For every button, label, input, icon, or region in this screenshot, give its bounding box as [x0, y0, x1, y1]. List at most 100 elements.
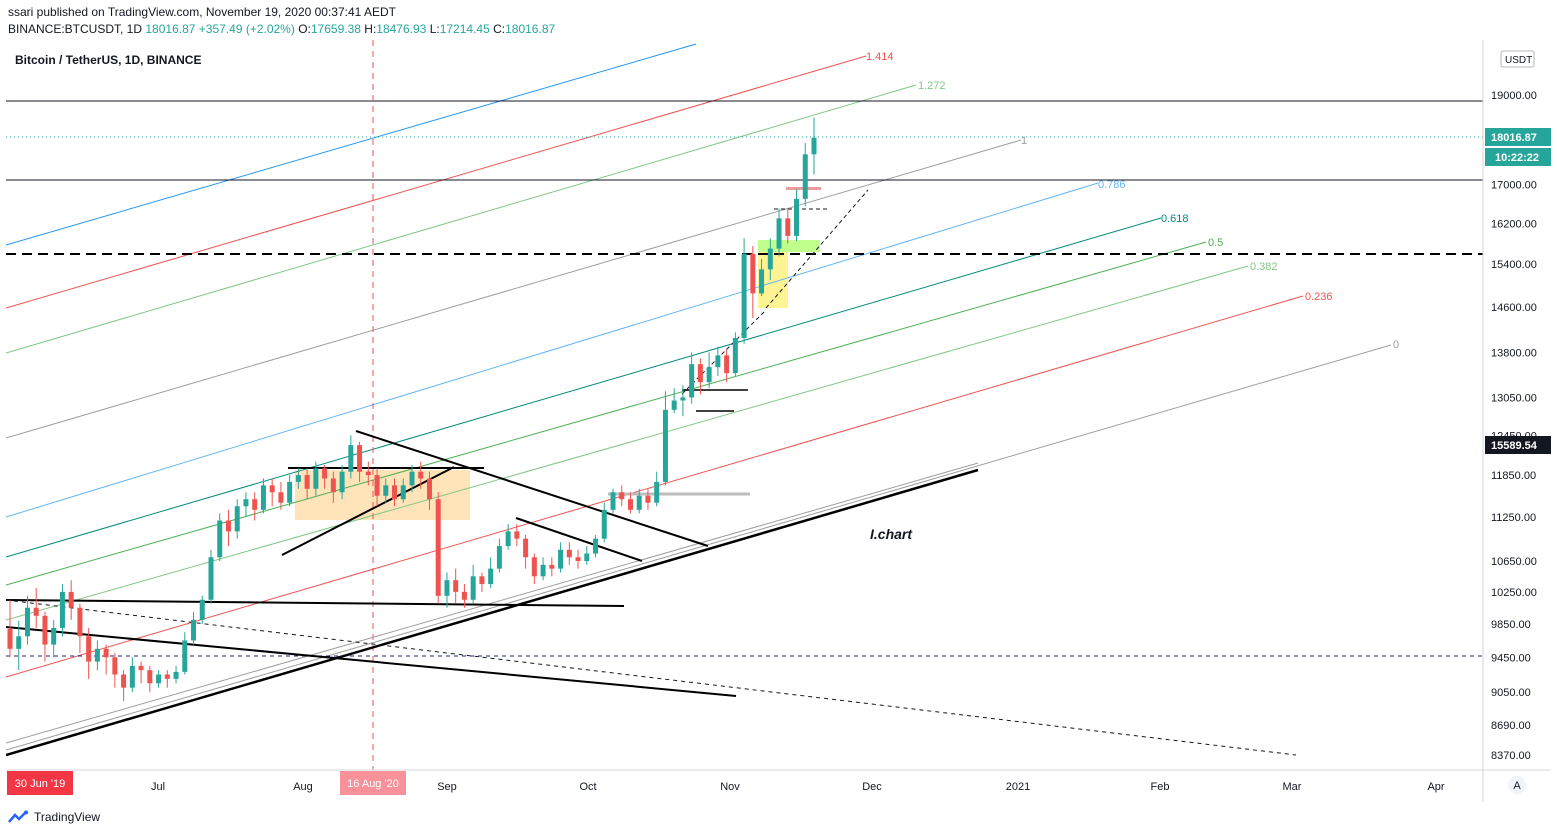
open-label: O:	[298, 22, 311, 36]
candle-body	[287, 481, 293, 503]
candle-body	[156, 674, 162, 684]
price-tick-label: 13050.00	[1491, 392, 1537, 404]
low-value: 17214.45	[439, 22, 490, 36]
candle-body	[794, 198, 800, 236]
footer-brand: TradingView	[34, 810, 101, 824]
time-tick-label: 2021	[1006, 781, 1030, 793]
countdown-badge: 10:22:22	[1495, 152, 1539, 164]
price-tick-label: 9050.00	[1491, 687, 1531, 699]
fib-label-1.414: 1.414	[866, 51, 894, 63]
candle-body	[496, 546, 502, 569]
last-price: 18016.87	[145, 22, 196, 36]
price-tick-label: 9850.00	[1491, 619, 1531, 631]
candle-body	[671, 400, 677, 410]
candle-body	[706, 367, 712, 383]
candle-body	[94, 648, 100, 662]
chart-annotation: I.chart	[870, 526, 913, 542]
candle-body	[802, 154, 808, 199]
price-tick-label: 15400.00	[1491, 259, 1537, 271]
candle-body	[741, 253, 747, 338]
fib-line-1.272	[5, 84, 917, 354]
time-tick-label: Mar	[1283, 781, 1302, 793]
last-price-badge-bg	[1485, 128, 1551, 146]
fib-line-1	[5, 139, 1022, 439]
triangle-upper-line	[355, 430, 709, 547]
descending-resistance-line	[5, 626, 737, 697]
candle-body	[514, 531, 520, 539]
candle-body	[435, 499, 441, 596]
candle-body	[164, 674, 170, 679]
chart-container[interactable]: 1.414 1.272 1 0.786 0.618 0.5 0.382 0.236 0 I.ch…	[5, 40, 1551, 802]
candle-body	[199, 599, 205, 620]
price-change: +357.49 (+2.02%)	[198, 22, 295, 36]
auto-scale-button	[1508, 776, 1526, 794]
candle-body	[645, 495, 651, 503]
candle-body	[278, 492, 284, 503]
price-tick-label: 14600.00	[1491, 302, 1537, 314]
time-tick-label: Sep	[437, 781, 457, 793]
candle-body	[689, 364, 695, 398]
price-tick-label: 9450.00	[1491, 652, 1531, 664]
candle-body	[313, 468, 319, 489]
candle-body	[505, 531, 511, 547]
candle-body	[269, 485, 275, 493]
candle-body	[759, 269, 765, 294]
price-chart[interactable]: 1.414 1.272 1 0.786 0.618 0.5 0.382 0.236 0 I.ch…	[5, 40, 1551, 802]
candle-body	[173, 671, 179, 679]
fib-extension-line-blue	[5, 43, 697, 246]
candle-body	[147, 670, 153, 684]
price-tick-label: 11850.00	[1491, 470, 1536, 482]
price-tick-label: 19000.00	[1491, 90, 1537, 102]
candle-body	[584, 553, 590, 562]
candle-body	[322, 468, 328, 479]
time-tick-label: Feb	[1151, 781, 1170, 793]
candle-body	[260, 485, 266, 510]
candle-body	[392, 485, 398, 500]
dashed-up-trend-line	[765, 189, 869, 309]
time-tick-label: Apr	[1427, 781, 1444, 793]
candle-body	[348, 445, 354, 472]
price-tick-label: 17000.00	[1491, 180, 1537, 192]
price-tick-label: 8690.00	[1491, 720, 1531, 732]
fib-line-0.618	[5, 217, 1162, 558]
fib-label-1.272: 1.272	[918, 80, 946, 92]
candle-body	[103, 648, 109, 658]
price-tick-label: 16200.00	[1491, 218, 1537, 230]
footer: TradingView	[8, 810, 100, 824]
candle-body	[776, 218, 782, 249]
candle-body	[7, 628, 13, 649]
candle-body	[138, 665, 144, 671]
candle-body	[470, 576, 476, 600]
countdown-badge-bg	[1485, 148, 1551, 166]
candle-body	[59, 591, 65, 629]
time-tick-label: Aug	[293, 781, 313, 793]
candle-body	[16, 636, 22, 649]
candle-body	[531, 557, 537, 577]
time-tick-label: Oct	[579, 781, 596, 793]
candle-body	[444, 580, 450, 596]
candle-body	[24, 607, 30, 637]
candle-body	[295, 475, 301, 482]
candle-body	[121, 674, 127, 688]
candle-body	[77, 607, 83, 637]
candle-body	[662, 409, 668, 482]
dashed-long-descending-line	[5, 599, 1297, 756]
fib-line-1.414	[5, 55, 867, 309]
fib-line-0.786	[5, 182, 1099, 518]
publisher-line: ssari published on TradingView.com, Nove…	[8, 5, 397, 19]
currency-box	[1500, 50, 1535, 68]
price-tick-label: 11250.00	[1491, 512, 1536, 524]
breakout-box-green	[758, 240, 820, 252]
candle-body	[418, 471, 424, 479]
small-triangle-line	[515, 517, 643, 562]
time-tick-label: Jul	[151, 781, 165, 793]
candle-body	[339, 471, 345, 493]
candle-body	[811, 137, 817, 155]
fib-label-1: 1	[1021, 135, 1027, 147]
candle-body	[610, 492, 616, 510]
candle-body	[619, 492, 625, 500]
candle-body	[715, 355, 721, 368]
candle-body	[636, 495, 642, 510]
candle-body	[243, 499, 249, 507]
close-label: C:	[493, 22, 506, 36]
